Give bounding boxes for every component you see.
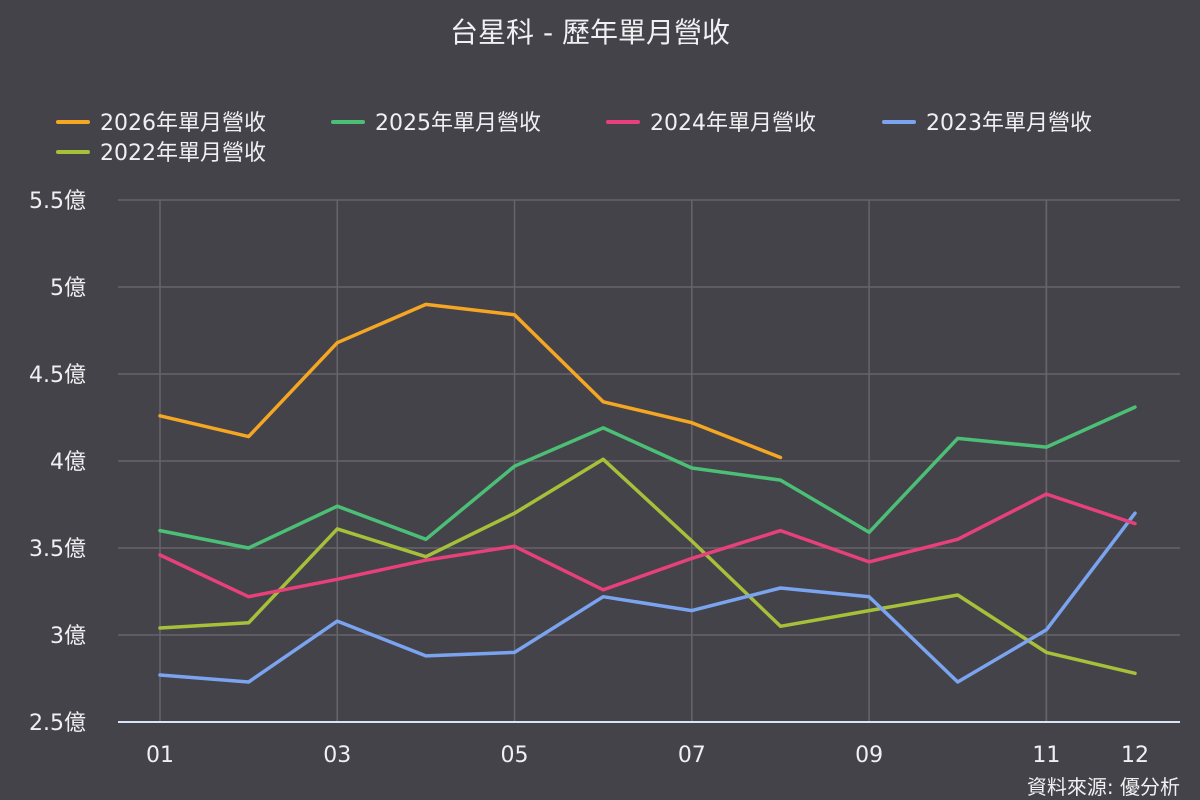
- y-tick-label: 4億: [50, 450, 86, 475]
- legend-item: 2023年單月營收: [882, 111, 1092, 136]
- series-lines: [158, 302, 1137, 684]
- legend: 2026年單月營收 2025年單月營收 2024年單月營收 2023年單月營收 2022…: [56, 111, 1092, 166]
- y-tick-label: 3.5億: [29, 537, 86, 562]
- y-tick-label: 3億: [50, 624, 86, 649]
- y-tick-label: 4.5億: [29, 363, 86, 388]
- legend-label: 2023年單月營收: [926, 111, 1092, 136]
- y-tick-label: 5.5億: [29, 189, 86, 214]
- x-tick-label: 09: [855, 743, 883, 768]
- chart-title: 台星科 - 歷年單月營收: [450, 16, 730, 49]
- x-tick-label: 07: [678, 743, 706, 768]
- series-line: [158, 511, 1137, 684]
- legend-item: 2022年單月營收: [56, 141, 266, 166]
- y-tick-label: 5億: [50, 276, 86, 301]
- x-tick-label: 12: [1121, 743, 1149, 768]
- x-tick-label: 11: [1032, 743, 1060, 768]
- x-tick-label: 05: [501, 743, 529, 768]
- series-line: [158, 457, 1137, 676]
- x-tick-label: 01: [146, 743, 174, 768]
- series-line: [158, 492, 1137, 599]
- series-line: [158, 405, 1137, 550]
- axes: 2.5億 3億 3.5億 4億 4.5億 5億 5.5億 01 03 05 07 09 11 12: [29, 189, 1180, 768]
- legend-label: 2025年單月營收: [375, 111, 541, 136]
- legend-item: 2026年單月營收: [56, 111, 266, 136]
- legend-label: 2024年單月營收: [650, 111, 816, 136]
- legend-item: 2025年單月營收: [331, 111, 541, 136]
- source-note: 資料來源: 優分析: [1027, 775, 1180, 799]
- x-tick-label: 03: [323, 743, 351, 768]
- legend-label: 2026年單月營收: [100, 111, 266, 136]
- legend-item: 2024年單月營收: [606, 111, 816, 136]
- y-tick-label: 2.5億: [29, 711, 86, 736]
- legend-label: 2022年單月營收: [100, 141, 266, 166]
- series-line: [158, 302, 783, 460]
- grid: [118, 199, 1180, 722]
